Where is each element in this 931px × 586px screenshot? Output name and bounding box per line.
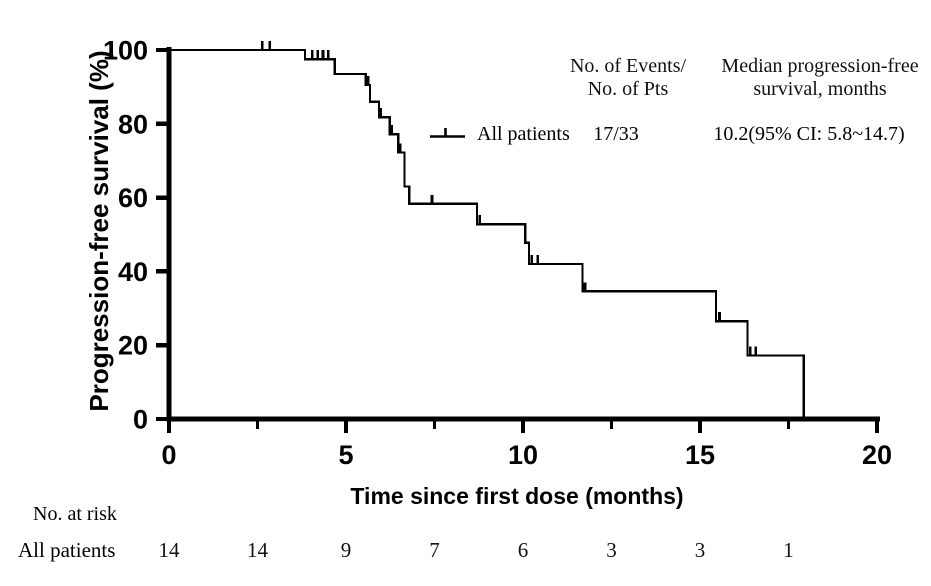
axes xyxy=(156,47,880,433)
at-risk-count: 14 xyxy=(247,538,268,562)
y-tick-label: 0 xyxy=(133,405,148,435)
at-risk-title: No. at risk xyxy=(33,503,117,525)
x-tick-label: 5 xyxy=(338,440,353,470)
at-risk-count: 1 xyxy=(783,538,794,562)
km-curve-all-patients xyxy=(169,48,805,419)
at-risk-count: 7 xyxy=(429,538,440,562)
legend-header-median-line2: survival, months xyxy=(753,78,887,100)
legend-header-events: No. of Events/ No. of Pts xyxy=(528,55,728,101)
y-tick-label: 60 xyxy=(118,183,148,213)
x-tick-label: 15 xyxy=(685,440,715,470)
tick-labels: 0 20 40 60 80 100 0 5 10 15 20 xyxy=(103,36,892,471)
legend-series-label: All patients xyxy=(477,123,570,145)
at-risk-count: 9 xyxy=(340,538,352,562)
censor-ticks xyxy=(260,41,758,357)
legend-header-median-line1: Median progression-free xyxy=(721,55,919,77)
y-tick-label: 100 xyxy=(103,36,148,66)
at-risk-count: 6 xyxy=(517,538,529,562)
legend-header-events-line2: No. of Pts xyxy=(587,78,669,100)
at-risk-count: 3 xyxy=(606,538,617,562)
x-tick-label: 0 xyxy=(161,440,176,470)
y-tick-label: 40 xyxy=(118,257,148,287)
x-axis-title: Time since first dose (months) xyxy=(350,483,684,509)
at-risk-count: 3 xyxy=(694,538,706,562)
x-tick-label: 10 xyxy=(508,440,538,470)
y-tick-label: 20 xyxy=(118,331,148,361)
y-axis-title: Progression-free survival (%) xyxy=(84,50,114,412)
x-tick-label: 20 xyxy=(862,440,892,470)
legend-events-value: 17/33 xyxy=(593,123,639,145)
legend-header-events-line1: No. of Events/ xyxy=(569,55,687,77)
censor-line-symbol-icon xyxy=(430,128,465,138)
y-tick-label: 80 xyxy=(118,109,148,139)
legend-header-median: Median progression-free survival, months xyxy=(695,55,931,101)
at-risk-row-label: All patients xyxy=(18,538,116,562)
at-risk-count: 14 xyxy=(158,538,180,562)
legend-median-value: 10.2(95% CI: 5.8~14.7) xyxy=(713,123,905,145)
